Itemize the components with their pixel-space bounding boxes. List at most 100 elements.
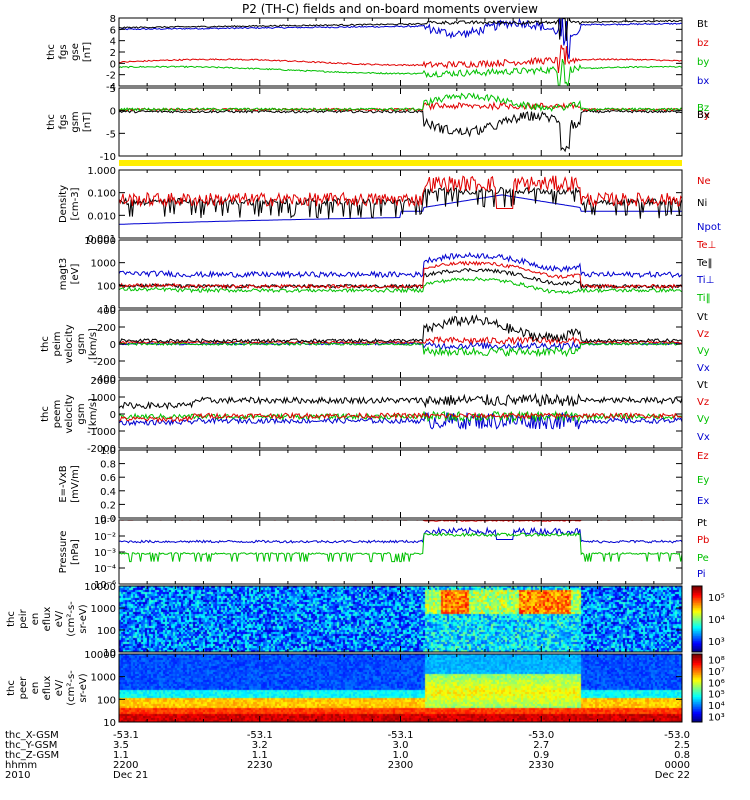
colorbar-cell xyxy=(692,645,702,648)
ytick-label: 10 xyxy=(103,304,116,315)
colorbar-cell xyxy=(692,587,702,590)
ylabel-line: [km/s] xyxy=(88,328,99,360)
colorbar-tick-label: 10³ xyxy=(708,637,725,648)
colorbar-cell xyxy=(692,604,702,607)
colorbar-cell xyxy=(692,708,702,711)
colorbar-cell xyxy=(692,701,702,704)
legend-Bt: Bt xyxy=(697,19,708,30)
colorbar-cell xyxy=(692,622,702,625)
ylabel-line: (cm²-s- xyxy=(66,670,77,706)
colorbar-cell xyxy=(692,660,702,663)
ylabel-line: peir xyxy=(18,608,29,628)
legend-Pb: Pb xyxy=(697,535,709,546)
ylabel-line: Density xyxy=(58,185,69,223)
ytick-label: -1000 xyxy=(87,427,116,438)
colorbar-cell xyxy=(692,699,702,703)
ytick-label: 10⁻⁴ xyxy=(94,564,116,575)
ylabel-line: [cm-3] xyxy=(70,187,81,220)
ytick-label: 1000 xyxy=(91,673,116,684)
colorbar-cell xyxy=(692,625,702,628)
colorbar-cell xyxy=(692,627,702,630)
time-axis-value: -53.1 xyxy=(388,730,414,741)
colorbar-cell xyxy=(692,703,702,706)
time-axis-value: Dec 22 xyxy=(655,770,690,781)
legend-Ey: Ey xyxy=(697,475,709,486)
colorbar-cell xyxy=(692,679,702,682)
series-pressure-Pe xyxy=(119,532,682,563)
time-row-label: thc_X-GSM xyxy=(5,730,59,741)
legend-Bz: Bz xyxy=(697,103,709,114)
legend-Vy: Vy xyxy=(697,346,710,357)
colorbar-cell xyxy=(692,610,702,613)
ytick-label: 0.001 xyxy=(87,234,116,245)
ylabel-line: eflux xyxy=(42,607,53,632)
ylabel-line: [km/s] xyxy=(88,398,99,430)
colorbar-cell xyxy=(692,615,702,618)
ytick-label: 10⁻⁰ xyxy=(94,516,116,527)
figure-title: P2 (TH-C) fields and on-board moments ov… xyxy=(242,2,538,16)
colorbar-cell xyxy=(692,643,702,646)
colorbar-cell xyxy=(692,647,702,650)
ytick-label: 0.0 xyxy=(100,514,116,525)
ylabel-line: [nPa] xyxy=(70,539,81,565)
ytick-label: 200 xyxy=(97,323,116,334)
colorbar-cell xyxy=(692,600,702,603)
colorbar-cell xyxy=(692,684,702,687)
colorbar-cell xyxy=(692,614,702,617)
series-temperature-Te⊥ xyxy=(119,260,682,290)
ylabel-line: thc xyxy=(6,611,17,627)
ylabel-line: Pressure xyxy=(58,531,69,574)
series-peem_velocity-Vt xyxy=(119,392,682,411)
ytick-label: 0.6 xyxy=(100,473,116,484)
time-axis-value: 2330 xyxy=(529,760,554,771)
ytick-label: -10 xyxy=(100,152,116,163)
ylabel-line: [eV] xyxy=(70,264,81,285)
time-axis-value: -53.1 xyxy=(247,730,273,741)
ytick-label: 10 xyxy=(103,648,116,659)
ytick-label: -2000 xyxy=(87,444,116,455)
time-axis-value: 2.5 xyxy=(674,740,690,751)
colorbar-cell xyxy=(692,638,702,641)
ylabel-line: thc xyxy=(40,406,51,422)
colorbar-cell xyxy=(692,686,702,689)
colorbar-cell xyxy=(692,630,702,633)
legend-Ti⊥: Ti⊥ xyxy=(696,275,714,286)
colorbar-cell xyxy=(692,705,702,708)
ylabel-line: eflux xyxy=(42,676,53,701)
colorbar-cell xyxy=(692,710,702,713)
ylabel-line: velocity xyxy=(64,394,75,433)
colorbar-cell xyxy=(692,691,702,694)
fgs_gsm-ylabel: thc fgs gsm [nT] xyxy=(46,111,93,132)
colorbar-cell xyxy=(692,648,702,651)
ytick-label: 8 xyxy=(110,14,116,25)
ytick-label: 0.010 xyxy=(87,211,116,222)
colorbar-cell xyxy=(692,605,702,608)
legend-Ez: Ez xyxy=(697,451,709,462)
peim_velocity-ylabel: thc peim velocity gsm [km/s] xyxy=(40,324,99,363)
ytick-label: 2000 xyxy=(91,376,116,387)
peem_velocity-ylabel: thc peem velocity gsm [km/s] xyxy=(40,394,99,433)
fgs_gse-ylabel: thc fgs gse [nT] xyxy=(46,42,93,62)
time-axis-value: Dec 21 xyxy=(113,770,148,781)
colorbar-cell xyxy=(692,718,702,721)
ytick-label: 0.2 xyxy=(100,500,116,511)
colorbar-cell xyxy=(692,612,702,615)
colorbar-cell xyxy=(692,654,702,657)
ylabel-line: sr-eV) xyxy=(78,604,89,633)
legend-Ti‖: Ti‖ xyxy=(696,293,711,304)
colorbar-cell xyxy=(692,632,702,635)
peer_spectrogram-image xyxy=(119,654,682,722)
ytick-label: -400 xyxy=(93,374,116,385)
time-axis-value: 2230 xyxy=(247,760,272,771)
colorbar-cell xyxy=(692,698,702,701)
colorbar-cell xyxy=(692,637,702,640)
legend-by: by xyxy=(697,57,709,68)
colorbar-cell xyxy=(692,590,702,594)
ylabel-line: eV/ xyxy=(54,610,65,627)
ytick-label: 10⁻² xyxy=(94,532,116,543)
legend-Vt: Vt xyxy=(697,380,708,391)
legend-Pe: Pe xyxy=(697,553,709,564)
colorbar-cell xyxy=(692,676,702,679)
legend-Pi: Pi xyxy=(697,569,706,580)
ytick-label: 100 xyxy=(97,626,116,637)
